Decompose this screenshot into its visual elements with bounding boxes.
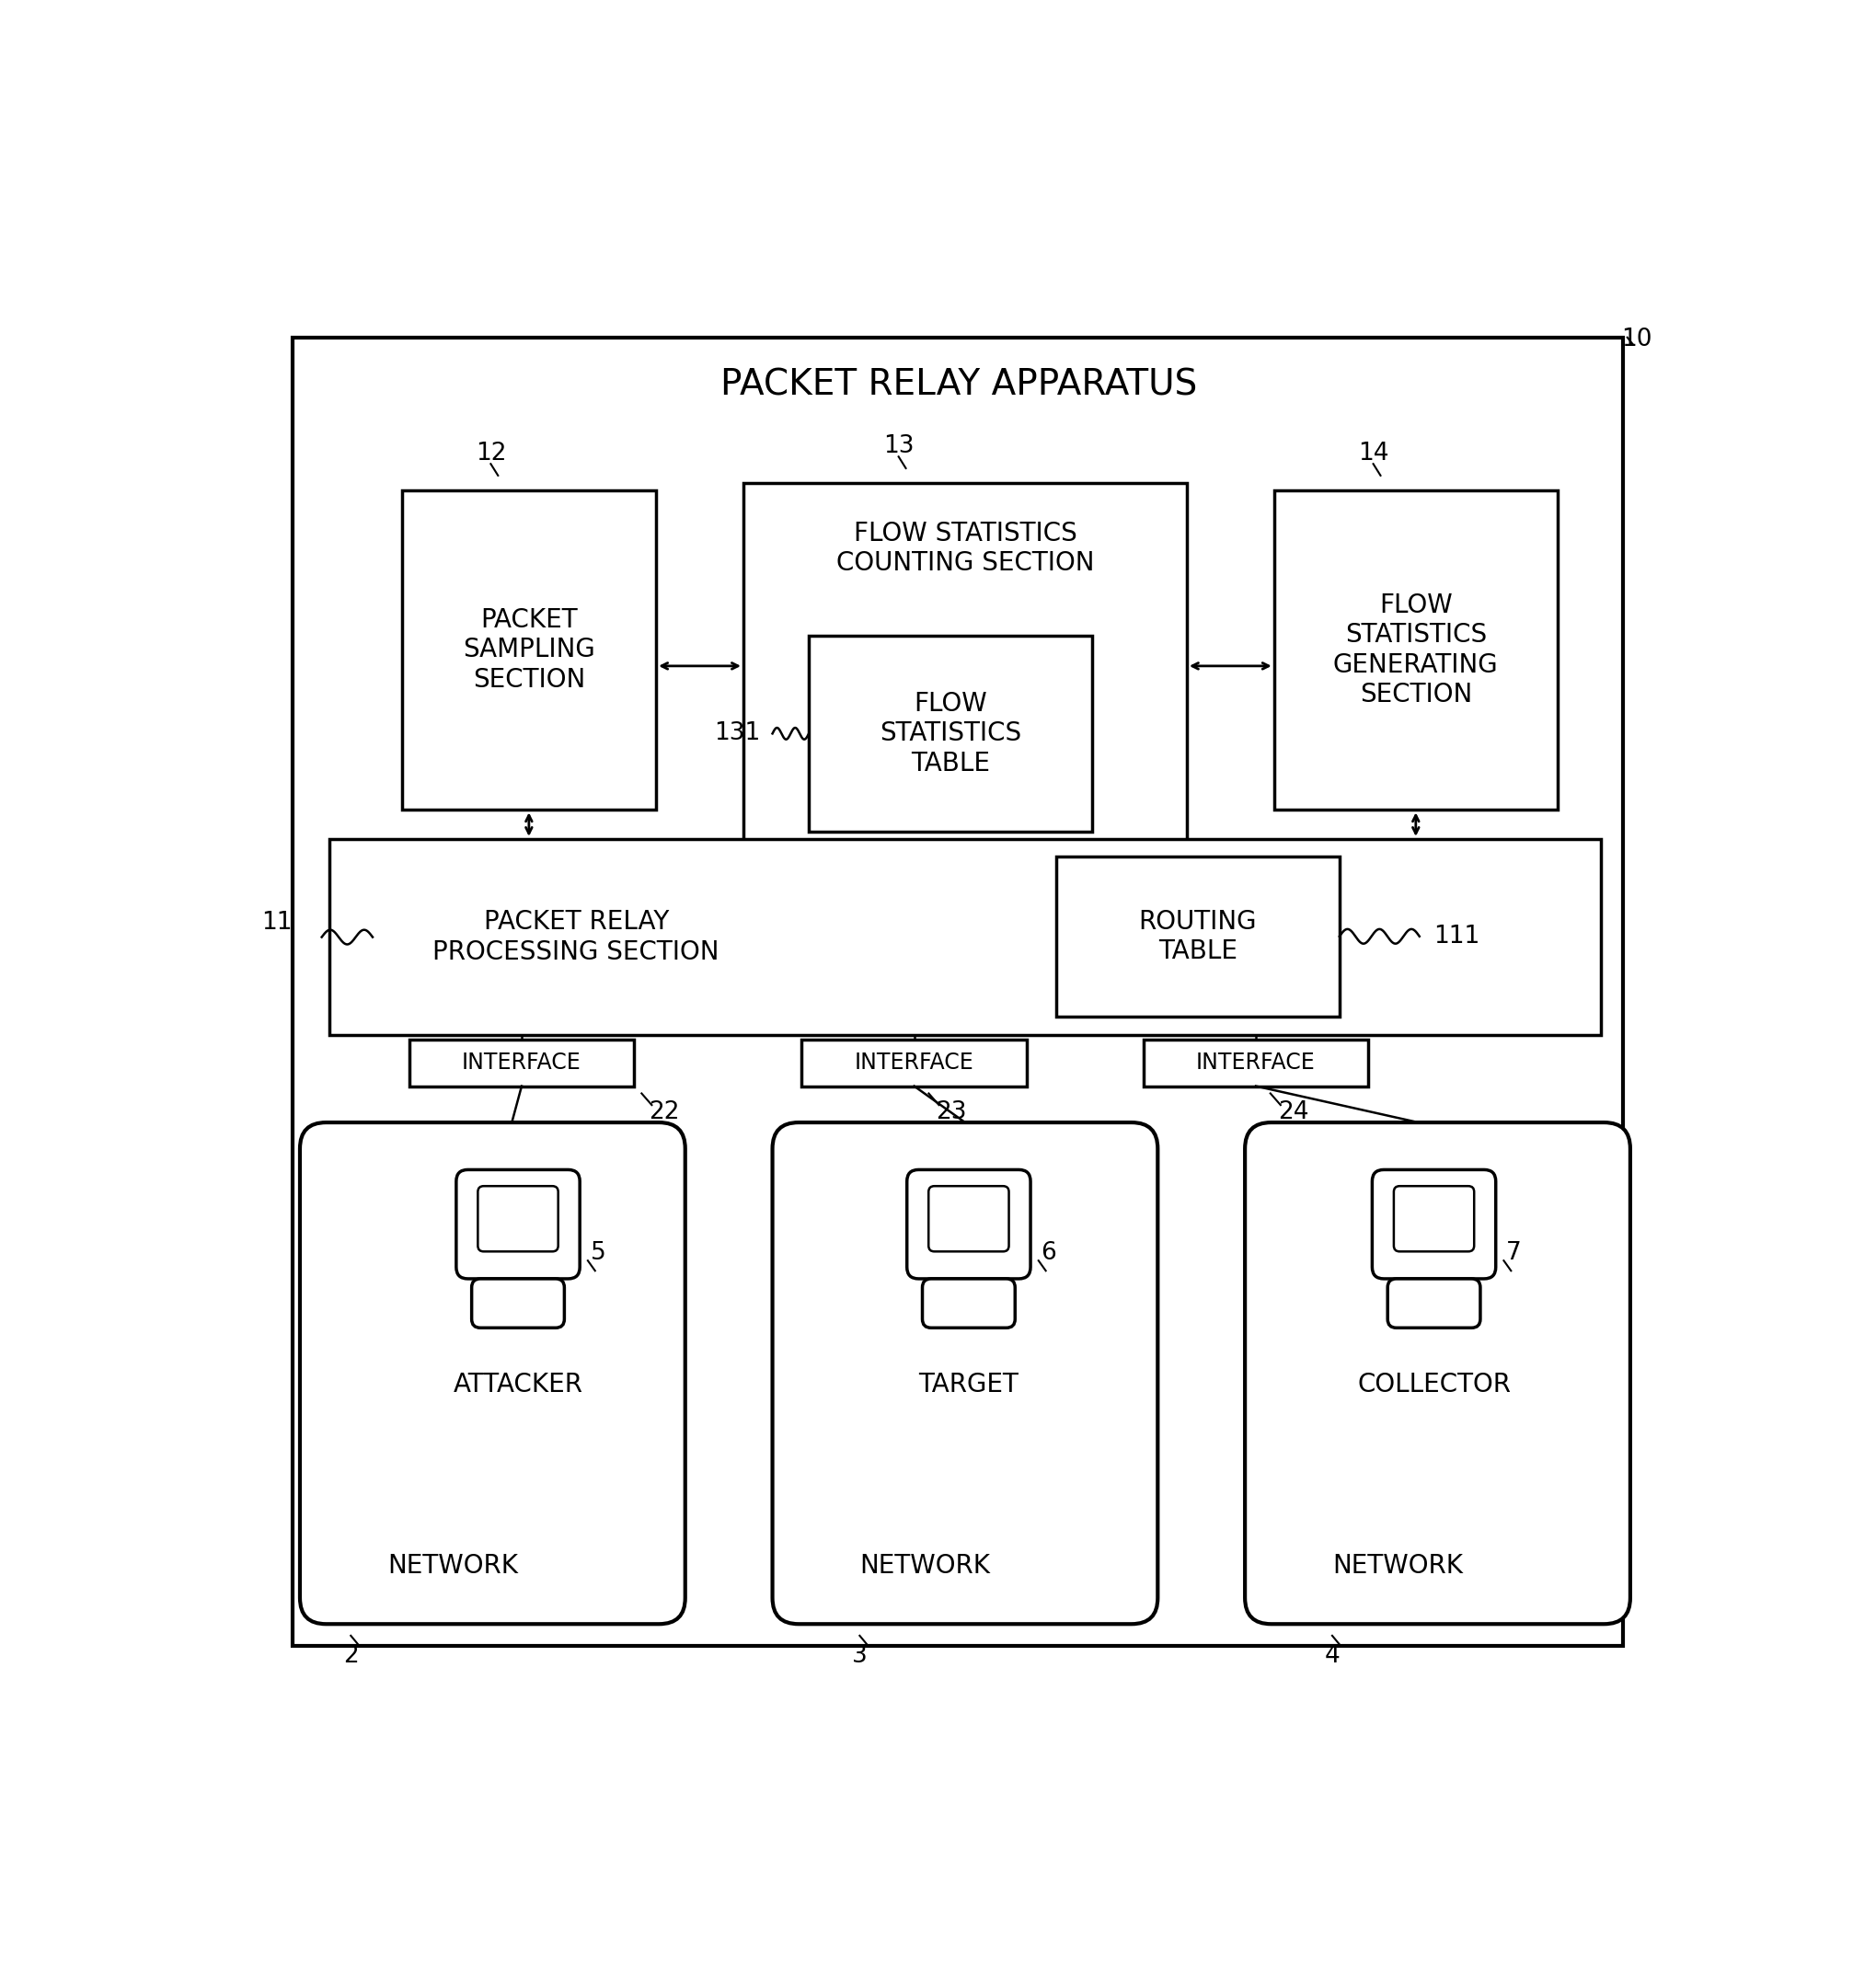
- Bar: [1142, 1040, 1369, 1086]
- FancyBboxPatch shape: [923, 1278, 1015, 1327]
- Text: ATTACKER: ATTACKER: [454, 1371, 583, 1396]
- FancyBboxPatch shape: [1246, 1122, 1630, 1624]
- Text: 22: 22: [649, 1100, 679, 1124]
- Text: 24: 24: [1278, 1100, 1308, 1124]
- Bar: [328, 839, 1602, 1034]
- Text: PACKET
SAMPLING
SECTION: PACKET SAMPLING SECTION: [463, 607, 595, 692]
- Text: 6: 6: [1041, 1242, 1056, 1266]
- Bar: [1274, 491, 1557, 809]
- Text: 11: 11: [263, 910, 293, 934]
- FancyBboxPatch shape: [929, 1187, 1009, 1252]
- Text: 4: 4: [1324, 1644, 1339, 1667]
- Text: FLOW
STATISTICS
GENERATING
SECTION: FLOW STATISTICS GENERATING SECTION: [1334, 591, 1499, 708]
- Text: PACKET RELAY
PROCESSING SECTION: PACKET RELAY PROCESSING SECTION: [433, 910, 720, 965]
- Text: 5: 5: [591, 1242, 606, 1266]
- Text: INTERFACE: INTERFACE: [1197, 1052, 1315, 1074]
- Bar: [801, 1040, 1026, 1086]
- Text: 23: 23: [936, 1100, 966, 1124]
- Text: INTERFACE: INTERFACE: [854, 1052, 974, 1074]
- Text: ROUTING
TABLE: ROUTING TABLE: [1139, 908, 1257, 963]
- Text: FLOW
STATISTICS
TABLE: FLOW STATISTICS TABLE: [880, 690, 1021, 775]
- Bar: [743, 483, 1188, 854]
- Text: PACKET RELAY APPARATUS: PACKET RELAY APPARATUS: [720, 368, 1197, 404]
- FancyBboxPatch shape: [906, 1169, 1030, 1278]
- Text: 2: 2: [343, 1644, 358, 1667]
- Text: TARGET: TARGET: [919, 1371, 1019, 1396]
- Bar: [409, 1040, 634, 1086]
- Text: 13: 13: [884, 435, 914, 459]
- Text: 111: 111: [1433, 924, 1480, 947]
- Text: COLLECTOR: COLLECTOR: [1356, 1371, 1510, 1396]
- FancyBboxPatch shape: [773, 1122, 1157, 1624]
- FancyBboxPatch shape: [1388, 1278, 1480, 1327]
- Text: 131: 131: [715, 722, 760, 746]
- Bar: [809, 635, 1092, 831]
- FancyBboxPatch shape: [1394, 1187, 1475, 1252]
- Text: NETWORK: NETWORK: [859, 1553, 991, 1578]
- FancyBboxPatch shape: [471, 1278, 565, 1327]
- Text: 12: 12: [475, 441, 507, 465]
- Text: 14: 14: [1358, 441, 1388, 465]
- Text: NETWORK: NETWORK: [1332, 1553, 1463, 1578]
- FancyBboxPatch shape: [478, 1187, 559, 1252]
- Text: 7: 7: [1506, 1242, 1521, 1266]
- Bar: [401, 491, 657, 809]
- Bar: [1056, 856, 1339, 1017]
- Text: 10: 10: [1621, 326, 1653, 352]
- Text: FLOW STATISTICS
COUNTING SECTION: FLOW STATISTICS COUNTING SECTION: [837, 520, 1094, 576]
- FancyBboxPatch shape: [1371, 1169, 1495, 1278]
- Text: INTERFACE: INTERFACE: [461, 1052, 582, 1074]
- FancyBboxPatch shape: [456, 1169, 580, 1278]
- Text: 3: 3: [852, 1644, 867, 1667]
- FancyBboxPatch shape: [300, 1122, 685, 1624]
- Text: NETWORK: NETWORK: [386, 1553, 518, 1578]
